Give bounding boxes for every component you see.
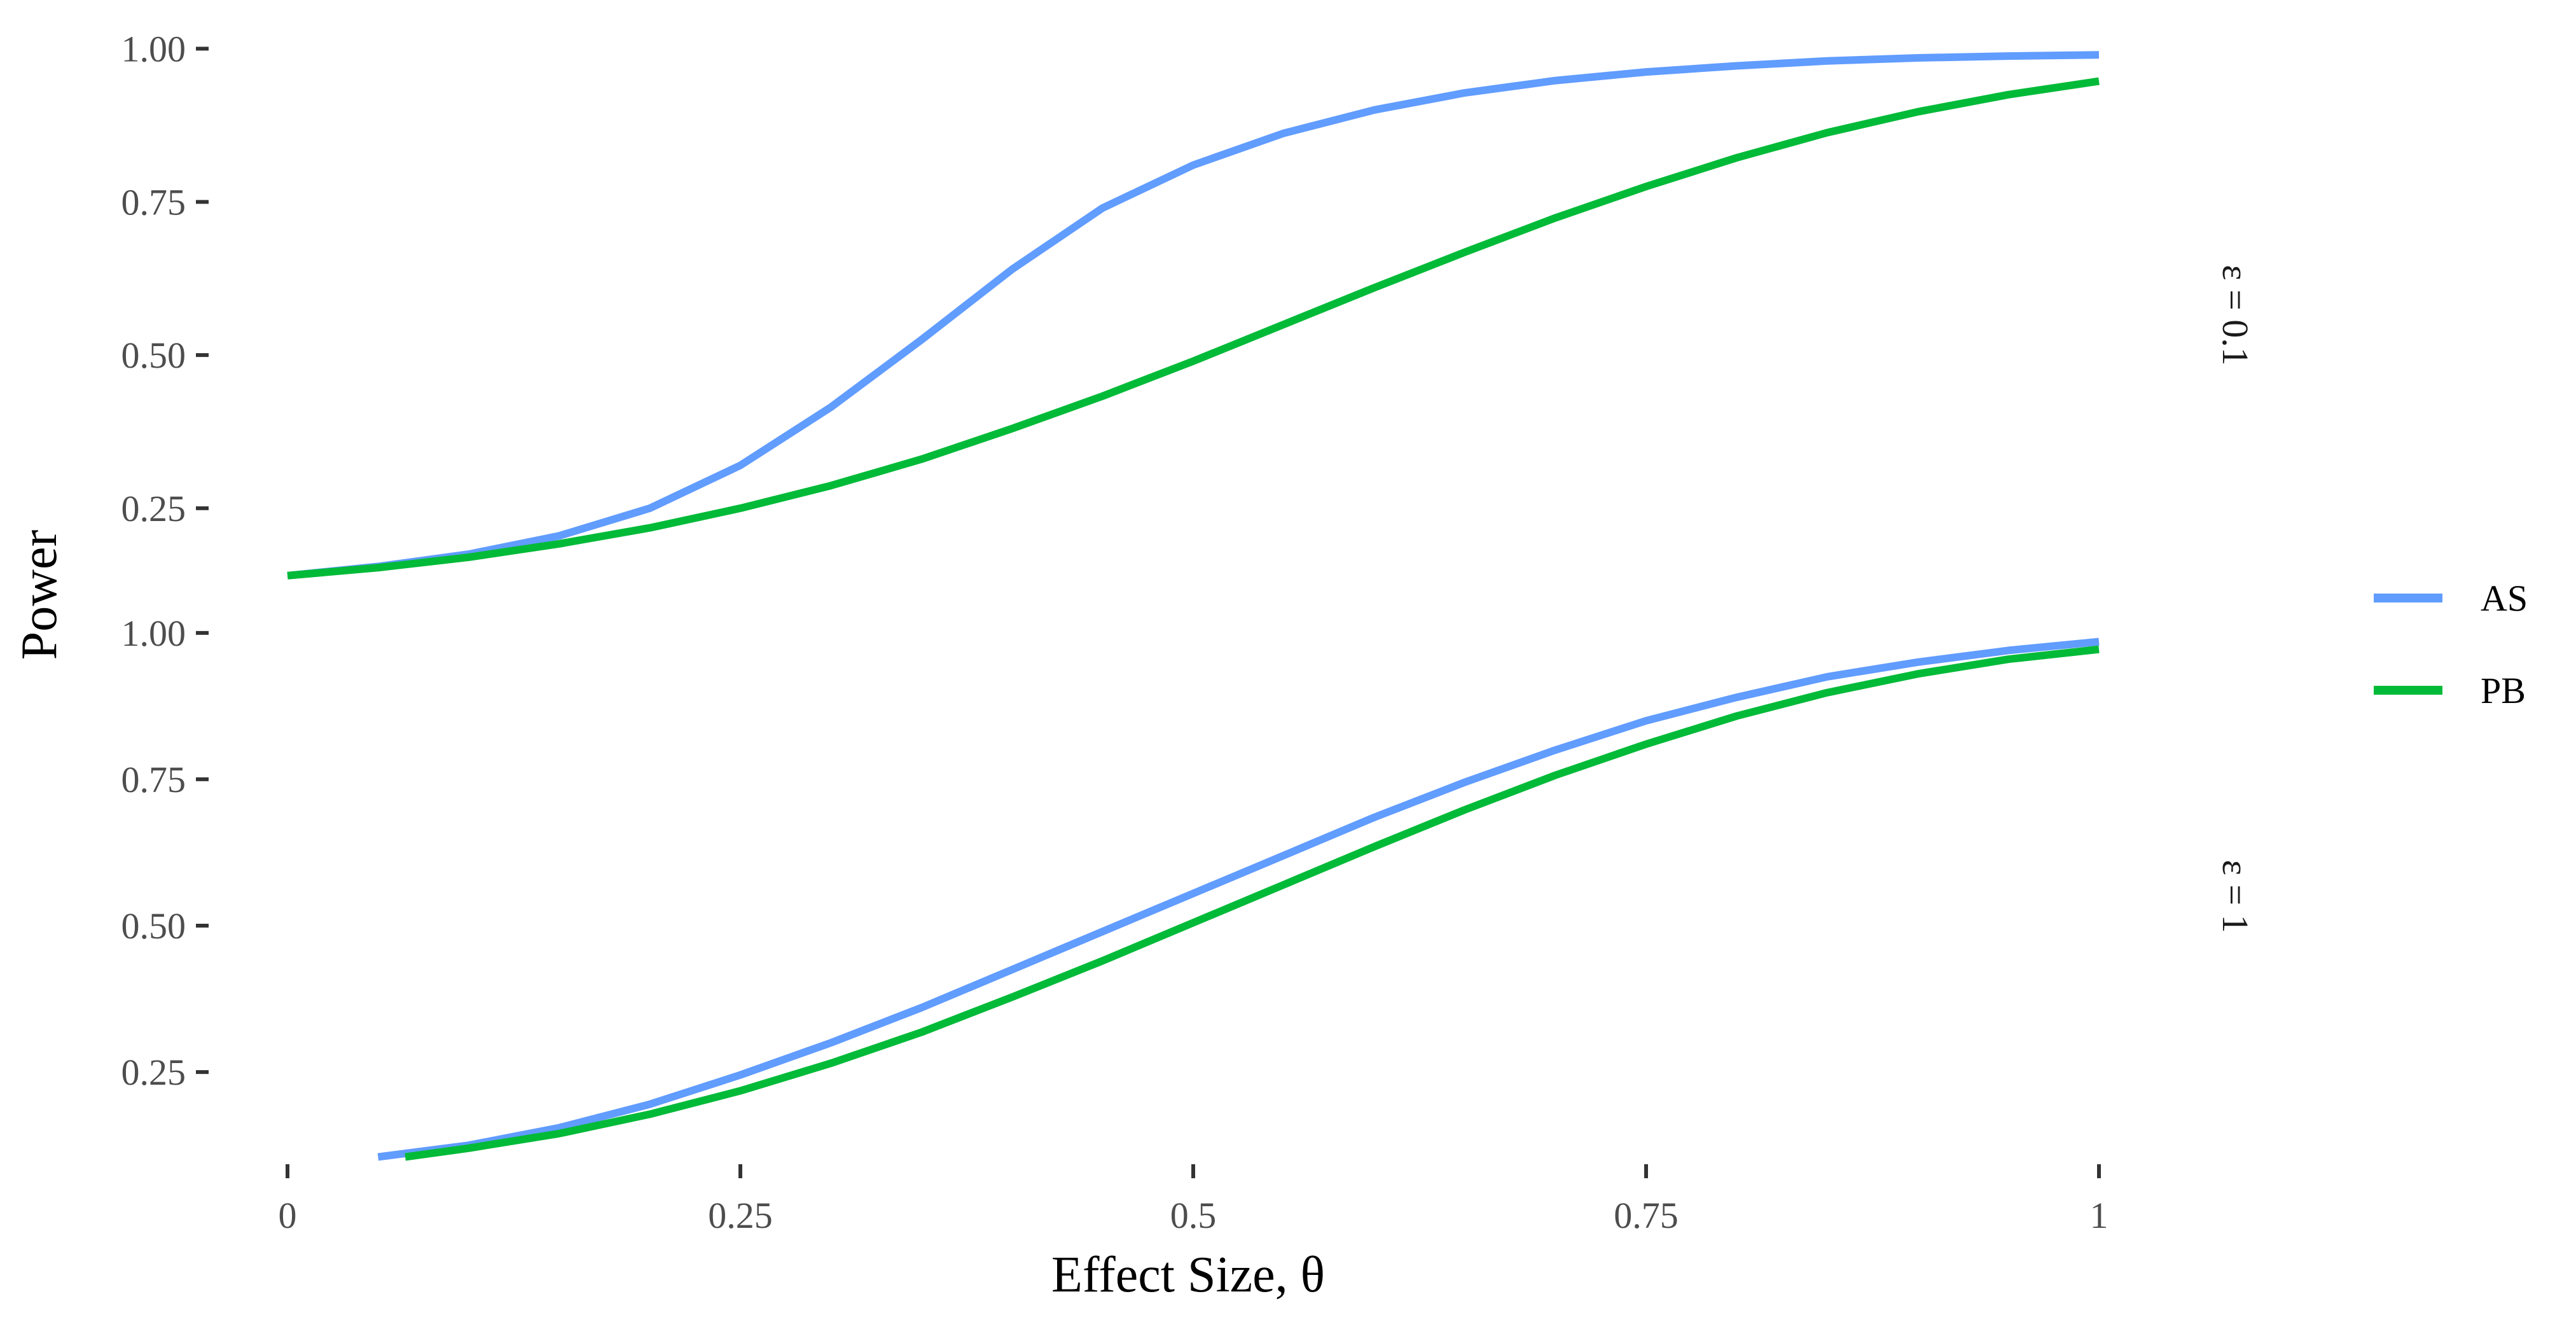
series-line-as [377,637,2100,1161]
facet-strip-label: ε = 1 [2215,859,2256,933]
facet-strip-label: ε = 0.1 [2215,265,2256,366]
y-axis-title: Power [11,530,67,660]
series-line-pb [405,645,2100,1161]
x-tick-label: 1 [2090,1195,2109,1236]
legend-label-pb: PB [2481,670,2526,711]
y-tick-label: 1.00 [121,613,186,654]
x-axis-title: Effect Size, θ [1051,1247,1325,1303]
x-tick-label: 0.75 [1614,1195,1679,1236]
x-tick-label: 0.25 [708,1195,773,1236]
y-tick-label: 0.25 [121,488,186,529]
series-line-as [287,51,2100,580]
x-axis: 0 0.25 0.5 0.75 1 [279,1164,2109,1236]
panels: 0.25 0.50 0.75 1.00 ε = 0.1 0.25 0.50 0.75 1.00 ε… [121,29,2256,1161]
y-tick-label: 0.50 [121,905,186,947]
y-tick-label: 0.50 [121,335,186,376]
y-tick-label: 0.75 [121,759,186,800]
y-tick-label: 1.00 [121,29,186,70]
legend-label-as: AS [2481,578,2528,619]
series-line-pb [287,77,2100,580]
facet-panel: 0.25 0.50 0.75 1.00 ε = 1 [121,613,2256,1161]
legend: AS PB [2374,578,2528,711]
x-tick-label: 0 [279,1195,297,1236]
x-tick-label: 0.5 [1170,1195,1217,1236]
y-tick-label: 0.25 [121,1052,186,1093]
y-tick-label: 0.75 [121,181,186,223]
facet-panel: 0.25 0.50 0.75 1.00 ε = 0.1 [121,29,2256,580]
